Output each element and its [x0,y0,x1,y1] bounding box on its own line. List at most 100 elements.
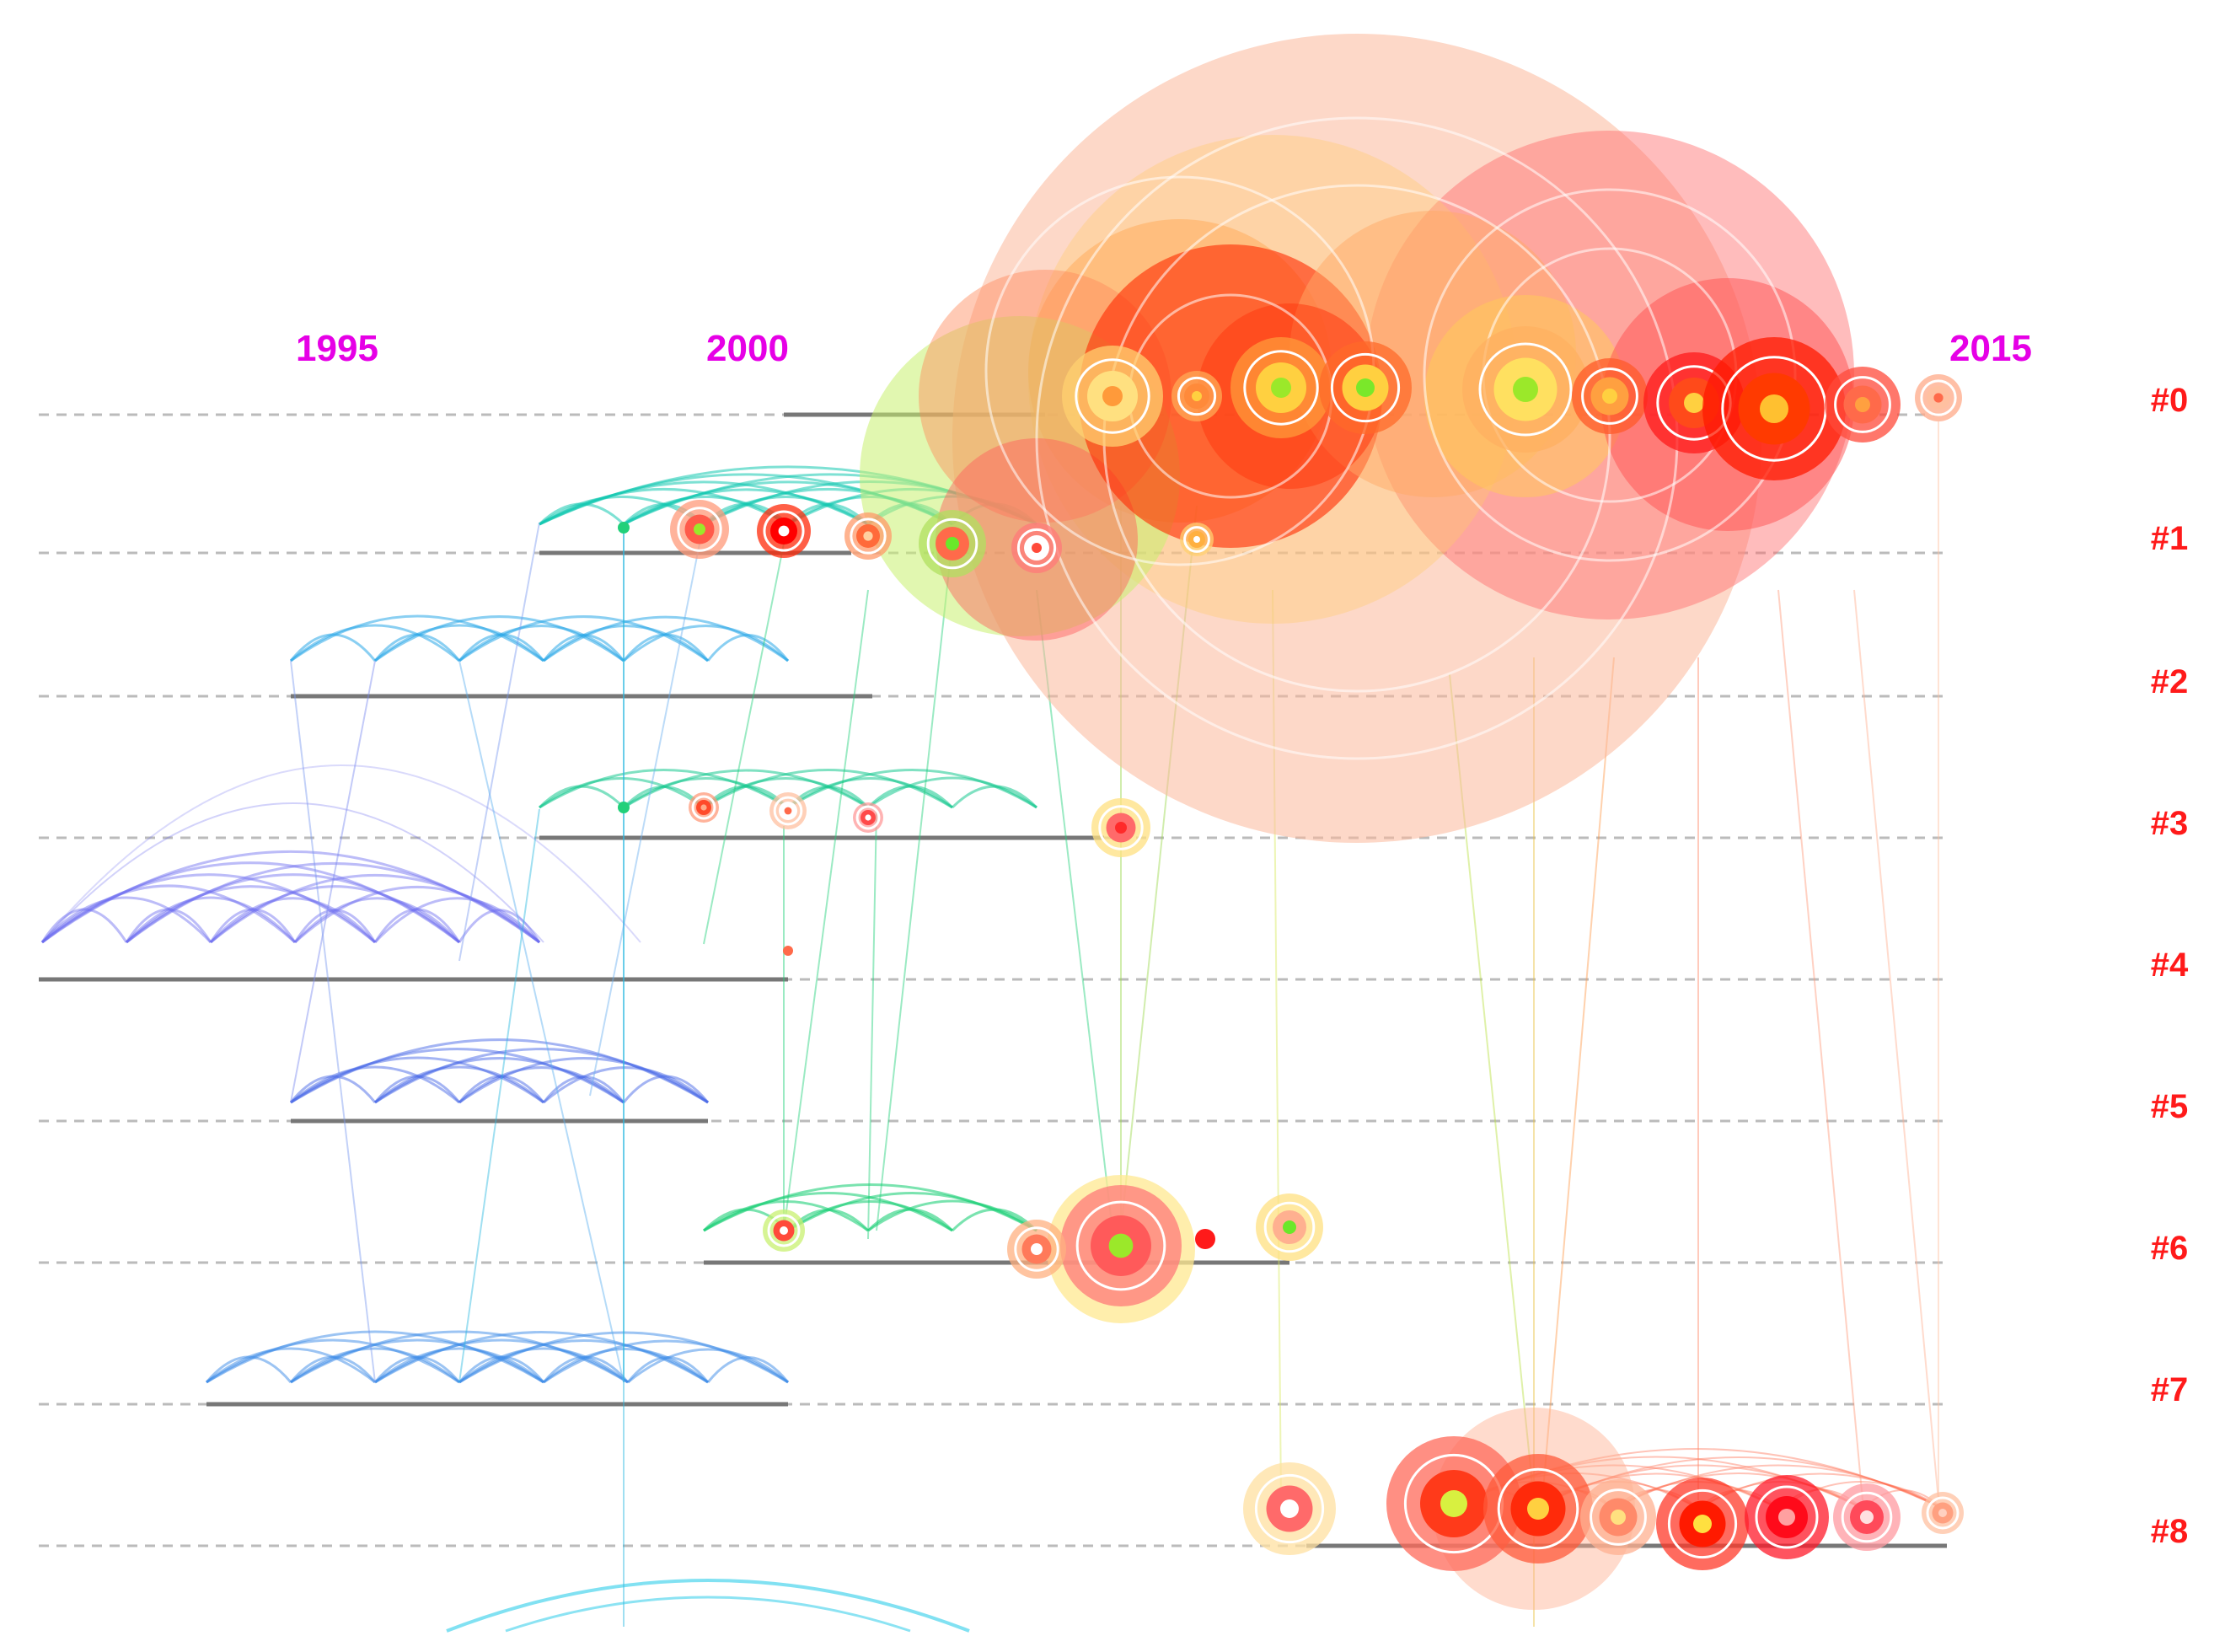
link-c4-4-0 [373,908,461,943]
link-c5-4-0 [622,1075,710,1103]
citation-nodes [618,34,1964,1610]
link-c4-0-5 [41,850,540,944]
cluster-label-4: #4 [2151,947,2189,984]
cluster-label-1: #1 [2151,520,2189,557]
node-c0-a-core [1271,378,1291,398]
link-c8-2-3 [1613,1464,1944,1510]
link-c4-1-2 [125,885,377,944]
node-c6-b-core [780,1226,788,1235]
node-c6-a-core [1031,1243,1043,1255]
link-c2-5-0 [706,634,790,662]
node-c0-d-core [1602,389,1617,404]
node-c8-a-core [1280,1499,1299,1518]
link-bottom-b [505,1596,911,1633]
node-c0-c-core [1513,377,1538,402]
year-label-2015: 2015 [1949,328,2032,369]
link-c4-0-2 [41,884,296,944]
link-c7-1-1 [290,1347,460,1384]
link-cross-18 [290,660,376,1103]
link-c3-0-0 [538,785,625,809]
cluster-label-6: #6 [2151,1230,2189,1267]
node-c1-e-core [1032,543,1042,553]
node-c8-h-ring [1926,1496,1960,1530]
node-c1-c-core [863,531,873,541]
node-c8-c-core [1527,1498,1549,1520]
node-c0-g-core [1855,397,1870,412]
link-c4-2-2 [209,885,461,944]
link-c5-1-1 [374,1065,544,1104]
link-cross-21 [703,522,789,945]
link-c2-2-0 [458,633,545,662]
node-c0-b-ring [1330,352,1401,423]
node-c0-j-core [1192,391,1202,401]
link-c6-2-1 [867,1199,1037,1232]
link-c3-0-2 [539,769,789,809]
link-c4-1-0 [125,908,212,943]
node-c3-c-ring [855,805,881,830]
link-cross-22 [867,808,877,1240]
link-cross-16 [1853,589,1939,1501]
node-c8-c-ring [1497,1467,1579,1550]
link-c3-2-2 [703,769,953,809]
link-cross-23 [458,808,540,1383]
link-bottom-a [446,1579,970,1633]
year-label-1995: 1995 [296,328,378,369]
node-c1-a-core [694,523,705,535]
link-cross-4 [458,522,540,962]
link-c4-4-1 [373,897,541,944]
node-c1-e-ring [1016,528,1057,568]
link-c4-1-3 [126,873,460,944]
node-c0-f-core [1760,394,1788,423]
node-c0-i-core [1102,386,1123,406]
node-c3-d-core [1115,822,1127,834]
node-c1-small [618,522,630,534]
link-c6-2-0 [866,1208,954,1232]
node-c8-f-ring [1755,1485,1819,1549]
node-c6-big-ring [1075,1200,1166,1291]
node-c1-a-ring [677,507,722,552]
link-c4-2-1 [209,897,377,944]
node-c1-d-core [946,537,959,550]
node-c8-g-core [1860,1510,1874,1524]
cluster-label-2: #2 [2151,663,2189,700]
node-c1-f-ring [1183,526,1210,553]
node-c0-d-ring [1581,367,1638,425]
link-c4-wide-a [41,802,544,943]
node-c8-d-core [1611,1510,1626,1525]
link-c7-0-1 [206,1347,376,1384]
link-c4-5-0 [458,909,541,943]
link-cross-19 [290,660,376,1383]
node-c0-c-ring [1478,342,1573,437]
cluster-label-7: #7 [2151,1371,2189,1408]
node-c8-g-ring [1841,1491,1893,1543]
node-c8-d-ring [1590,1488,1647,1546]
node-c0-a-ring [1243,350,1319,426]
node-c8-e-ring [1667,1488,1738,1559]
node-c0-g-ring [1834,376,1891,433]
link-c3-4-0 [866,785,954,809]
link-c3-4-1 [867,776,1037,809]
node-c3-b-core [784,807,792,815]
node-c8-b-core [1440,1490,1467,1517]
link-c4-0-1 [40,896,212,944]
node-c3-d-ring [1098,805,1144,850]
link-c5-2-1 [458,1066,625,1104]
link-c4-wide-b [41,764,641,943]
link-c8-1-4 [1533,1456,1944,1510]
node-c1-f-core [1193,536,1200,543]
link-c2-4-1 [623,625,789,662]
node-c0-h-ring [1920,379,1957,416]
link-c2-0-2 [290,614,544,662]
link-c2-2-1 [458,625,625,662]
link-c2-1-1 [374,624,544,662]
link-cross-5 [783,589,869,1231]
link-c4-0-0 [40,908,128,943]
link-c7-5-1 [627,1348,789,1384]
link-c4-0-4 [41,861,460,944]
node-c8-f-core [1778,1509,1795,1526]
link-c2-1-0 [373,633,461,662]
link-cross-15 [1777,589,1863,1501]
link-c4-3-2 [293,886,541,944]
link-c4-1-4 [126,861,540,944]
